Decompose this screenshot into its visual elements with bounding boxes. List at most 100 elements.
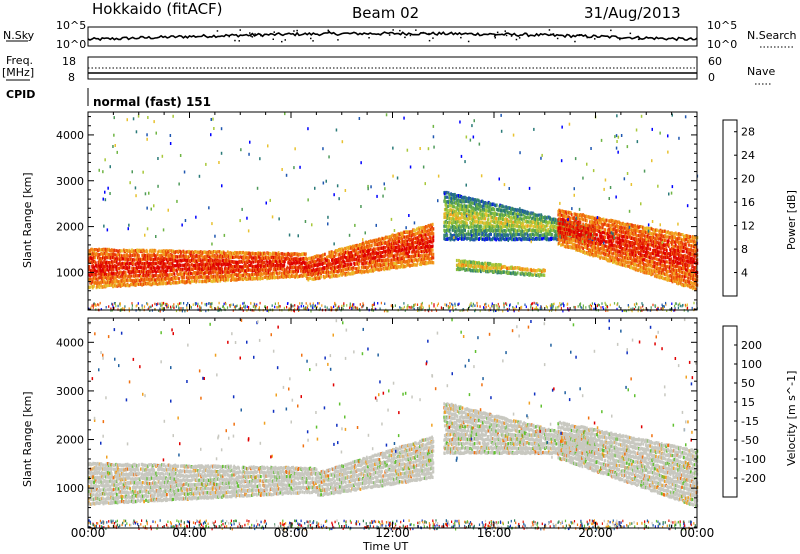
power-echo-cell <box>94 248 97 252</box>
power-echo-cell <box>157 250 159 254</box>
nsearch-point <box>249 32 251 34</box>
power-echo-cell <box>89 285 92 289</box>
nsearch-label: N.Search <box>747 30 797 41</box>
power-echo-cell <box>117 250 119 254</box>
power-echo-cell <box>350 262 353 266</box>
nsearch-point <box>428 39 431 42</box>
power-echo-cell <box>171 273 173 277</box>
power-echo-cell <box>201 280 204 284</box>
power-echo-cell <box>305 252 307 256</box>
power-echo-cell <box>134 253 137 257</box>
power-echo-cell <box>105 264 107 268</box>
nsearch-point <box>556 37 559 40</box>
power-echo-cell <box>98 272 100 276</box>
nsearch-point <box>260 34 262 37</box>
power-echo-cell <box>105 249 108 253</box>
power-echo-cell <box>522 222 525 226</box>
power-echo-cell <box>115 260 118 264</box>
nsearch-tick-bottom: 10^0 <box>707 39 737 50</box>
power-echo-cell <box>156 274 159 278</box>
power-echo-cell <box>171 269 174 273</box>
power-echo-cell <box>141 262 144 266</box>
power-echo-cell <box>115 265 118 269</box>
power-echo-cell <box>89 273 92 278</box>
nsearch-point <box>460 36 462 39</box>
power-echo-cell <box>143 269 146 274</box>
power-echo-cell <box>158 266 161 270</box>
power-echo-cell <box>179 258 182 262</box>
power-echo-cell <box>151 277 154 281</box>
power-echo-cell <box>389 238 392 242</box>
power-echo-cell <box>105 256 107 260</box>
nsearch-point <box>368 37 370 39</box>
power-echo-cell <box>93 281 96 285</box>
power-echo-cell <box>155 281 157 285</box>
power-echo-cell <box>108 249 111 253</box>
power-echo-cell <box>147 273 150 277</box>
power-echo-cell <box>281 252 284 256</box>
power-echo-cell <box>225 251 227 255</box>
power-echo-cell <box>180 250 183 254</box>
nsearch-point <box>409 34 412 37</box>
nsearch-point <box>216 30 219 32</box>
power-echo-cell <box>165 252 168 256</box>
power-echo-cell <box>110 268 113 272</box>
nave-tick-bottom: 0 <box>708 72 715 83</box>
nsearch-point <box>550 33 552 36</box>
power-echo-cell <box>93 284 95 288</box>
nsearch-point <box>273 31 275 33</box>
power-echo-cell <box>154 278 156 282</box>
power-echo-cell <box>324 252 326 256</box>
power-echo-cell <box>140 265 142 270</box>
power-echo-cell <box>154 257 157 261</box>
power-echo-cell <box>186 272 189 276</box>
power-echo-cell <box>117 280 120 284</box>
power-echo-cell <box>464 228 466 232</box>
power-echo-cell <box>191 279 194 283</box>
power-echo-cell <box>478 232 481 236</box>
power-echo-cell <box>133 258 136 262</box>
power-echo-cell <box>179 254 182 258</box>
power-echo-cell <box>138 254 140 258</box>
power-echo-cell <box>169 273 172 277</box>
power-echo-cell <box>432 252 435 256</box>
nsearch-point <box>432 37 434 39</box>
nsearch-point <box>518 37 521 39</box>
power-echo-cell <box>284 268 286 272</box>
power-echo-cell <box>162 281 165 285</box>
power-echo-cell <box>187 268 189 272</box>
nsearch-point <box>524 32 526 34</box>
power-echo-cell <box>94 256 97 260</box>
power-echo-cell <box>112 268 115 272</box>
power-echo-cell <box>173 281 175 285</box>
power-echo-cell <box>332 251 334 255</box>
nave-label: Nave <box>747 66 775 77</box>
power-echo-cell <box>95 251 98 256</box>
power-echo-cell <box>181 267 184 271</box>
power-echo-cell <box>168 277 171 281</box>
power-echo-cell <box>176 255 179 259</box>
power-echo-cell <box>95 277 98 281</box>
power-echo-cell <box>164 254 167 258</box>
power-echo-cell <box>457 237 459 241</box>
nsearch-point <box>594 38 596 40</box>
power-echo-cell <box>306 257 308 261</box>
power-echo-cell <box>431 222 434 226</box>
power-echo-cell <box>495 216 498 220</box>
power-echo-cell <box>130 278 133 282</box>
power-echo-cell <box>155 270 157 274</box>
nsearch-point <box>404 36 406 39</box>
power-echo-cell <box>145 254 147 258</box>
power-echo-cell <box>269 252 272 256</box>
power-echo-cell <box>94 269 97 273</box>
power-echo-cell <box>199 279 201 283</box>
power-echo-cell <box>115 249 118 253</box>
nsearch-point <box>552 33 555 35</box>
power-echo-cell <box>398 239 400 244</box>
power-echo-cell <box>135 250 138 254</box>
power-echo-cell <box>93 265 96 269</box>
power-echo-cell <box>470 225 473 229</box>
power-echo-cell <box>139 261 142 265</box>
nsearch-point <box>494 37 496 39</box>
power-echo-cell <box>417 250 420 255</box>
